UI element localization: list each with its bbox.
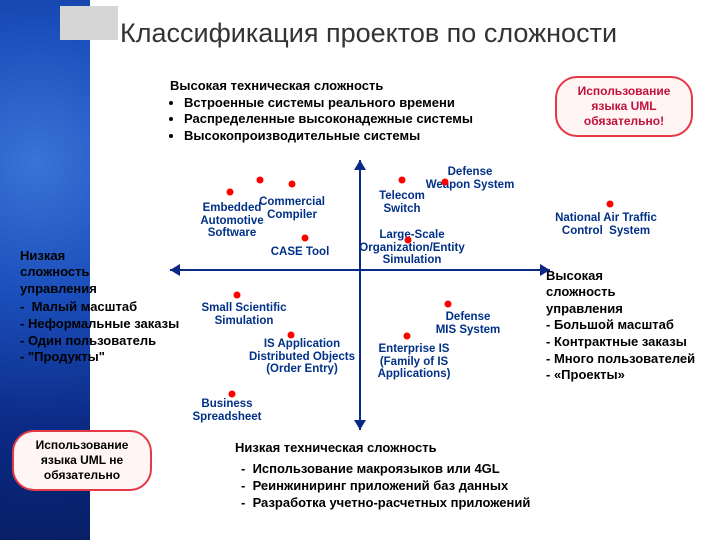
plot-label: Business Spreadsheet [192,398,261,423]
right-axis-item: Контрактные заказы [546,334,716,351]
right-axis-block: Высокая сложность управления Большой мас… [546,268,716,384]
left-axis-title: Низкая сложность управления [20,248,170,297]
top-axis-item: Распределенные высоконадежные системы [184,111,473,127]
right-axis-title: Высокая сложность управления [546,268,716,317]
quadrant-axes [170,160,550,430]
top-axis-item: Встроенные системы реального времени [184,95,473,111]
slide-content: Классификация проектов по сложности Высо… [0,0,720,540]
plot-label: Commercial Compiler [259,196,325,221]
bottom-axis-block: Низкая техническая сложность Использован… [235,440,530,512]
plot-label: National Air Traffic Control System [555,212,657,237]
plot-point [288,332,295,339]
top-axis-items: Встроенные системы реального времениРасп… [170,95,473,144]
right-axis-items: Большой масштабКонтрактные заказыМного п… [546,317,716,385]
right-axis-item: «Проекты» [546,367,716,384]
plot-label: IS Application Distributed Objects (Orde… [249,338,355,376]
plot-label: Telecom Switch [379,190,425,215]
left-axis-block: Низкая сложность управления Малый масшта… [20,248,170,366]
slide-title: Классификация проектов по сложности [120,18,617,49]
plot-label: Defense MIS System [436,311,501,336]
top-axis-item: Высокопроизводительные системы [184,128,473,144]
bottom-axis-item: Реинжиниринг приложений баз данных [241,478,530,495]
plot-point [405,237,412,244]
plot-label: Small Scientific Simulation [201,302,286,327]
plot-label: CASE Tool [271,246,330,259]
left-axis-item: Один пользователь [20,333,170,350]
plot-label: Defense Weapon System [426,166,515,191]
plot-point [442,179,449,186]
top-axis-title: Высокая техническая сложность [170,78,473,93]
plot-point [404,333,411,340]
right-axis-item: Много пользователей [546,351,716,368]
plot-point [607,201,614,208]
left-axis-item: "Продукты" [20,349,170,366]
bottom-axis-item: Использование макроязыков или 4GL [241,461,530,478]
left-axis-item: Малый масштаб [20,299,170,316]
plot-point [234,292,241,299]
bottom-axis-title: Низкая техническая сложность [235,440,530,455]
plot-point [445,301,452,308]
plot-point [227,189,234,196]
plot-point [399,177,406,184]
callout-uml-optional: Использованиеязыка UML необязательно [12,430,152,491]
bottom-axis-items: Использование макроязыков или 4GLРеинжин… [235,461,530,512]
top-axis-block: Высокая техническая сложность Встроенные… [170,78,473,144]
plot-label: Enterprise IS (Family of IS Applications… [378,343,451,381]
callout-uml-required: Использованиеязыка UMLобязательно! [555,76,693,137]
plot-point [289,181,296,188]
plot-point [302,235,309,242]
right-axis-item: Большой масштаб [546,317,716,334]
plot-label: Embedded Automotive Software [200,202,263,240]
left-axis-item: Неформальные заказы [20,316,170,333]
quadrant-plot: Embedded Automotive SoftwareCommercial C… [170,160,550,430]
plot-point [257,177,264,184]
bottom-axis-item: Разработка учетно-расчетных приложений [241,495,530,512]
left-axis-items: Малый масштабНеформальные заказыОдин пол… [20,299,170,367]
plot-label: Large-Scale Organization/Entity Simulati… [359,229,464,267]
plot-point [229,391,236,398]
